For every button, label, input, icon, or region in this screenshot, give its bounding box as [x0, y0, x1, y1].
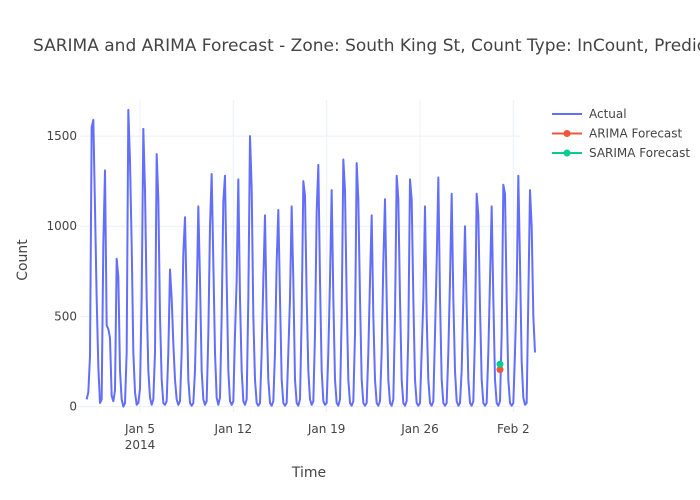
legend-swatch-marker [563, 149, 571, 157]
plot-area [85, 108, 536, 408]
y-tick-label: 0 [69, 400, 77, 414]
gridlines [80, 100, 520, 412]
sarima-forecast-point [496, 360, 504, 368]
legend-label: ARIMA Forecast [589, 127, 683, 141]
y-tick-label: 1500 [46, 129, 77, 143]
y-axis-title: Count [15, 239, 31, 281]
x-tick-label: Jan 26 [400, 422, 439, 436]
y-tick-label: 1000 [46, 219, 77, 233]
series-line-actual [85, 108, 536, 408]
x-tick-label: Jan 19 [307, 422, 346, 436]
legend-label: SARIMA Forecast [589, 146, 690, 160]
legend-item[interactable]: Actual [552, 107, 627, 121]
x-tick-label: Jan 12 [214, 422, 253, 436]
x-tick-sublabel: 2014 [125, 438, 156, 452]
x-tick-label: Feb 2 [497, 422, 530, 436]
legend-item[interactable]: SARIMA Forecast [552, 146, 690, 160]
legend-item[interactable]: ARIMA Forecast [552, 127, 683, 141]
x-tick-label: Jan 5 [124, 422, 155, 436]
legend-swatch-marker [563, 130, 571, 137]
legend[interactable]: Actual ARIMA Forecast SARIMA Forecast [552, 107, 690, 160]
axes: 0 500 1000 1500 Jan 5 2014 Jan 12 Jan 19 Jan 26 F… [46, 129, 529, 452]
legend-label: Actual [589, 107, 627, 121]
arima-forecast-point [496, 366, 504, 374]
x-axis-title: Time [291, 465, 326, 481]
y-tick-label: 500 [54, 309, 77, 323]
chart-title: SARIMA and ARIMA Forecast - Zone: South … [33, 36, 700, 56]
